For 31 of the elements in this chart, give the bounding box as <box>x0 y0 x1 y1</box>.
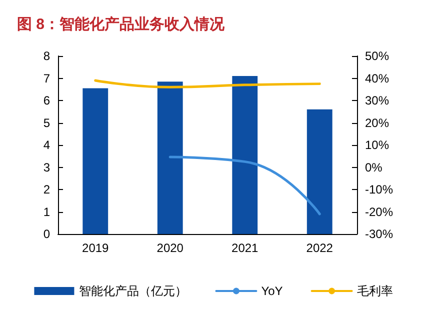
y-tick-label: 8 <box>43 49 50 63</box>
y-tick-label: 2 <box>43 182 50 196</box>
bar <box>306 109 332 234</box>
y-tick-label: 5 <box>43 116 50 130</box>
y2-tick-label: 10% <box>365 138 390 152</box>
y-tick-label: 7 <box>43 71 50 86</box>
y-tick-label: 4 <box>43 138 50 152</box>
x-tick-label: 2019 <box>82 241 110 255</box>
legend-label: 毛利率 <box>356 284 393 298</box>
y-tick-label: 1 <box>43 204 50 219</box>
x-tick-label: 2021 <box>232 241 259 255</box>
bar <box>82 88 108 234</box>
y2-tick-label: 30% <box>365 94 390 108</box>
y-tick-label: 6 <box>43 94 50 108</box>
y2-tick-label: 50% <box>365 49 390 63</box>
legend-label: 智能化产品（亿元） <box>79 284 188 298</box>
y-tick-label: 0 <box>43 227 50 241</box>
y2-tick-label: -20% <box>365 204 394 219</box>
y2-tick-label: 40% <box>365 71 390 86</box>
x-tick-label: 2020 <box>156 241 184 255</box>
y2-tick-label: -10% <box>365 182 394 196</box>
y2-tick-label: 20% <box>365 116 390 130</box>
bar <box>232 76 258 234</box>
line-series <box>94 79 321 88</box>
bar <box>157 82 183 234</box>
y2-tick-label: 0% <box>365 160 383 174</box>
y-tick-label: 3 <box>43 160 50 174</box>
chart-title: 图 8：智能化产品业务收入情况 <box>17 16 226 33</box>
y2-tick-label: -30% <box>365 227 394 241</box>
x-tick-label: 2022 <box>306 241 334 255</box>
legend-label: YoY <box>261 284 283 298</box>
